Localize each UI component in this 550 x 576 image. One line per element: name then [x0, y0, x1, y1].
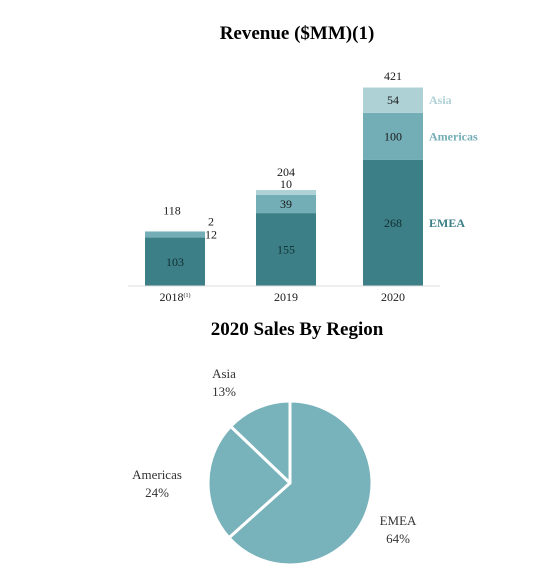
value-label-emea-2020: 268: [384, 216, 402, 230]
pie-slice-americas: [206, 424, 292, 540]
pie-slice-asia: [229, 399, 292, 485]
bar-emea-2020: [363, 159, 423, 286]
pie-chart-title: 2020 Sales By Region: [211, 319, 384, 340]
bar-americas-2020: [363, 112, 423, 160]
bar-chart-title: Revenue ($MM)(1): [220, 23, 375, 44]
pie-percent-asia: 13%: [212, 384, 236, 399]
total-label-2018: 118: [163, 204, 181, 218]
value-label-asia-2020: 54: [387, 93, 399, 107]
total-label-2020: 421: [384, 69, 402, 83]
legend-emea: EMEA: [429, 216, 465, 230]
value-label-asia-2019: 10: [280, 177, 292, 191]
bar-asia-2019: [256, 190, 316, 195]
bar-emea-2018: [145, 237, 205, 286]
value-label-americas-2020: 100: [384, 129, 402, 143]
value-label-americas-2019: 39: [280, 197, 292, 211]
pie-percent-emea: 64%: [386, 531, 410, 546]
bar-americas-2018: [145, 231, 205, 238]
legend-americas: Americas: [429, 129, 478, 143]
x-tick-2018: 2018(1): [160, 290, 191, 304]
total-label-2019: 204: [277, 165, 295, 179]
bar-asia-2020: [363, 87, 423, 113]
value-label-americas-2018: 12: [205, 228, 217, 242]
x-tick-2019: 2019: [274, 290, 298, 304]
x-tick-footnote: (1): [184, 292, 191, 299]
pie-slice-emea: [227, 399, 374, 567]
pie-label-americas: Americas: [132, 467, 182, 482]
legend-asia: Asia: [429, 93, 452, 107]
bar-emea-2019: [256, 213, 316, 286]
value-label-emea-2019: 155: [277, 243, 295, 257]
pie-label-emea: EMEA: [380, 513, 417, 528]
pie-chart-area: EMEA 64% Americas 24% Asia 13%: [132, 366, 417, 567]
value-label-asia-2018: 2: [208, 214, 214, 228]
x-tick-2020: 2020: [381, 290, 405, 304]
pie-label-asia: Asia: [212, 366, 236, 381]
bar-americas-2019: [256, 194, 316, 214]
pie-percent-americas: 24%: [145, 485, 169, 500]
bar-asia-2018: [145, 230, 205, 232]
value-label-emea-2018: 103: [166, 255, 184, 269]
